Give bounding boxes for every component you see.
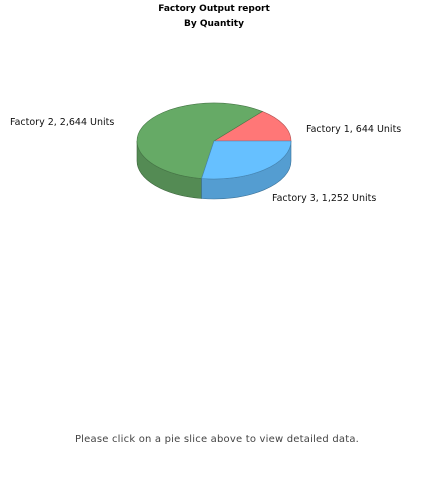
slice-data-label-3: Factory 3, 1,252 Units: [272, 193, 376, 204]
click-hint: Please click on a pie slice above to vie…: [74, 434, 360, 445]
pie-slices: [136, 102, 292, 200]
pie-slice-3[interactable]: [201, 140, 292, 180]
pie-slice-2[interactable]: [136, 102, 264, 179]
pie-slice-1[interactable]: [212, 111, 292, 142]
chart-subtitle: By Quantity: [184, 19, 244, 29]
pie-labels: Factory 1, 644 Units Factory 2, 2,644 Uni…: [10, 117, 401, 204]
slice-data-label-1: Factory 1, 644 Units: [306, 124, 401, 135]
slice-data-label-2: Factory 2, 2,644 Units: [10, 117, 114, 128]
chart-title: Factory Output report: [158, 4, 270, 14]
